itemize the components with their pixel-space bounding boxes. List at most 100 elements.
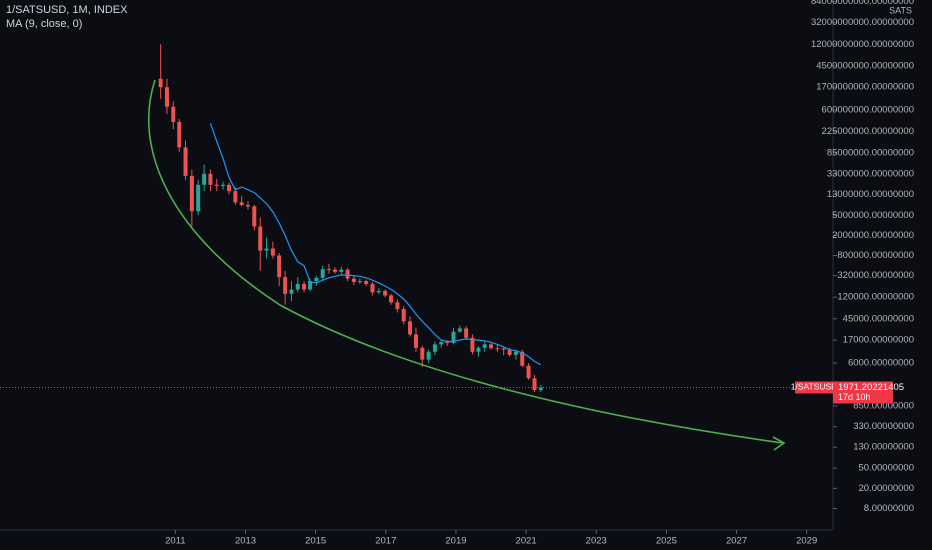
y-tick-label: 12000000000.00000000 (811, 39, 914, 50)
x-tick-label: 2029 (796, 536, 817, 547)
candle-body (376, 290, 381, 293)
candle-body (401, 309, 406, 322)
y-tick-label: 850.00000000 (853, 400, 914, 411)
candle-body (439, 342, 444, 345)
candle-body (495, 348, 500, 350)
candle-body (507, 349, 512, 355)
candle-body (420, 347, 425, 360)
candle-body (357, 281, 362, 283)
candle-body (370, 283, 375, 293)
axis-unit: SATS (889, 5, 912, 15)
candle-body (196, 184, 201, 212)
x-tick-label: 2015 (305, 536, 326, 547)
candle-body (233, 191, 238, 203)
candle-body (164, 87, 169, 107)
candle-body (326, 269, 331, 271)
y-tick-label: 1700000000.00000000 (816, 82, 914, 93)
y-tick-label: 4500000000.00000000 (816, 60, 914, 71)
candle-body (320, 269, 325, 278)
candle-body (383, 290, 388, 296)
y-tick-label: 33000000.00000000 (827, 168, 914, 179)
candle-body (351, 278, 356, 282)
y-tick-label: 5000000.00000000 (832, 210, 914, 221)
candle-body (332, 269, 337, 272)
candle-body (476, 347, 481, 352)
candle-body (513, 351, 518, 355)
x-tick-label: 2027 (726, 536, 747, 547)
symbol-title: 1/SATSUSD, 1M, INDEX (6, 4, 128, 16)
y-tick-label: 84000000000.00000000 (811, 0, 914, 7)
y-tick-label: 85000000.00000000 (827, 148, 914, 159)
candle-body (432, 344, 437, 352)
y-tick-label: 2000000.00000000 (832, 230, 914, 241)
candle-body (538, 387, 543, 391)
candle-body (283, 277, 288, 294)
candle-body (526, 365, 531, 379)
indicator-legend: MA (9, close, 0) (6, 18, 82, 30)
candle-body (189, 175, 194, 212)
candle-body (295, 283, 300, 290)
y-tick-label: 20.00000000 (859, 483, 914, 494)
symbol-badge (795, 381, 833, 394)
candle-body (239, 202, 244, 205)
y-tick-label: 8.00000000 (864, 503, 914, 514)
plot (158, 44, 543, 393)
candle-body (289, 289, 294, 294)
candle-body (171, 106, 176, 122)
trend-arrowhead (772, 436, 786, 451)
y-tick-label: 225000000.00000000 (822, 126, 914, 137)
trend-curve (147, 79, 784, 444)
y-tick-label: 45000.00000000 (843, 313, 914, 324)
candle-body (270, 248, 275, 256)
price-badge-value: 1971.20221405 (838, 382, 904, 393)
symbol-badge-label: 1/SATSUSD (791, 382, 838, 392)
x-tick-label: 2021 (516, 536, 537, 547)
y-tick-label: 330.00000000 (853, 421, 914, 432)
y-tick-label: 50.00000000 (859, 463, 914, 474)
candle-body (258, 226, 263, 251)
y-tick-label: 17000.00000000 (843, 335, 914, 346)
candle-body (451, 331, 456, 343)
candle-body (532, 378, 537, 391)
candle-body (445, 342, 450, 344)
candle-body (202, 173, 207, 185)
candle-body (389, 295, 394, 303)
candle-body (339, 269, 344, 272)
y-tick-label: 600000000.00000000 (822, 105, 914, 116)
x-tick-label: 2011 (165, 536, 185, 547)
candle-body (208, 173, 213, 185)
candle-body (177, 121, 182, 148)
moving-average-line (209, 123, 542, 366)
candle-body (489, 344, 494, 349)
candle-body (227, 184, 232, 192)
candle-body (214, 184, 219, 186)
candle-body (277, 255, 282, 278)
candle-body (501, 348, 506, 350)
y-tick-label: 320000.00000000 (837, 270, 914, 281)
candle-body (426, 351, 431, 360)
candle-body (395, 302, 400, 310)
y-tick-label: 13000000.00000000 (827, 189, 914, 200)
y-tick-label: 800000.00000000 (837, 250, 914, 261)
y-tick-label: 32000000000.00000000 (811, 17, 914, 28)
price-badge-countdown: 17d 10h (838, 392, 871, 402)
candle-body (221, 184, 226, 186)
candle-body (457, 328, 462, 332)
candle-body (264, 248, 269, 251)
candle-body (245, 204, 250, 207)
candle-body (520, 351, 525, 366)
y-tick-label: 120000.00000000 (837, 292, 914, 303)
x-tick-label: 2013 (235, 536, 256, 547)
candle-body (158, 78, 163, 88)
candle-body (470, 337, 475, 352)
candle-body (364, 281, 369, 284)
candle-body (464, 328, 469, 338)
x-tick-label: 2017 (375, 536, 396, 547)
x-tick-label: 2023 (586, 536, 607, 547)
x-tick-label: 2019 (445, 536, 466, 547)
candle-body (482, 344, 487, 348)
candle-body (345, 269, 350, 279)
